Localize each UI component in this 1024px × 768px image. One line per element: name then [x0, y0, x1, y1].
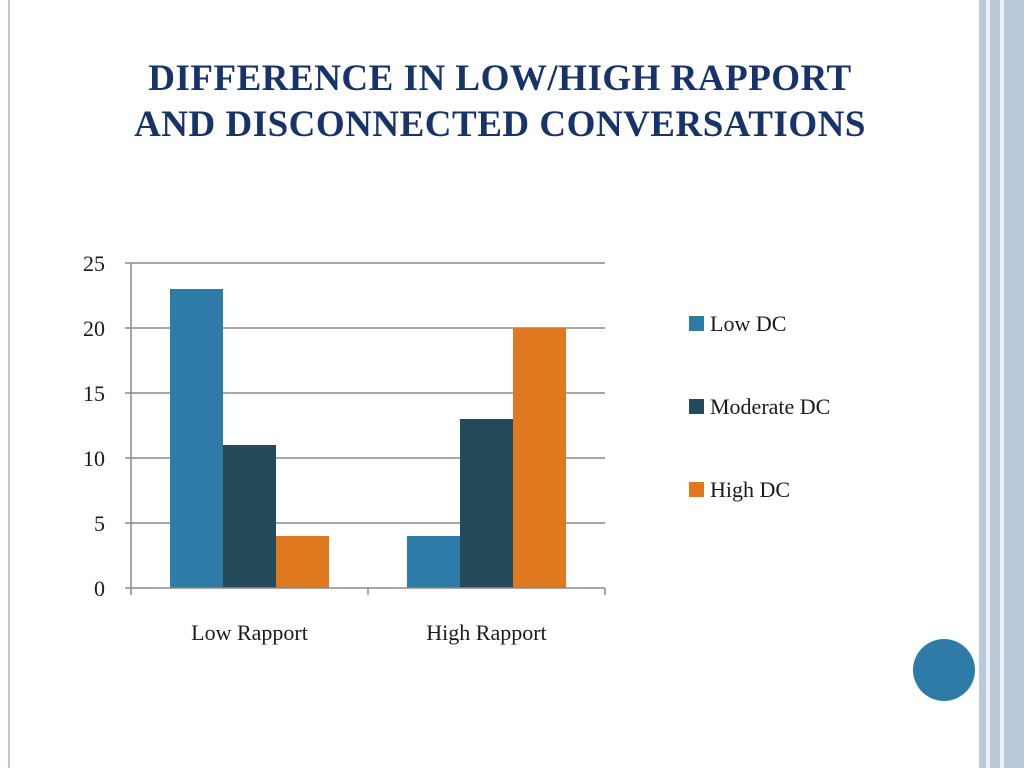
legend-swatch	[689, 316, 704, 331]
axes: 0 5 10 15 20 25 Low Rapport High Rapport	[83, 251, 606, 645]
bars	[170, 289, 566, 588]
bar	[170, 289, 223, 588]
legend-swatch	[689, 399, 704, 414]
y-tick-label: 15	[83, 381, 105, 406]
legend-label: Low DC	[710, 311, 786, 336]
y-tick-label: 0	[94, 576, 105, 601]
y-tick-label: 25	[83, 251, 105, 276]
legend: Low DC Moderate DC High DC	[689, 311, 830, 502]
slide-title-line-2: AND DISCONNECTED CONVERSATIONS	[134, 104, 866, 145]
legend-label: High DC	[710, 477, 790, 502]
legend-label: Moderate DC	[710, 394, 830, 419]
y-tick-label: 5	[94, 511, 105, 536]
bar	[276, 536, 329, 588]
y-tick-label: 10	[83, 446, 105, 471]
decorative-circle	[913, 639, 975, 701]
y-tick-label: 20	[83, 316, 105, 341]
slide-title-line-1: DIFFERENCE IN LOW/HIGH RAPPORT	[148, 58, 852, 99]
right-stripe-decoration	[976, 0, 1024, 768]
x-tick-label: Low Rapport	[191, 620, 308, 645]
bar	[223, 445, 276, 588]
bar	[513, 328, 566, 588]
legend-swatch	[689, 482, 704, 497]
bar	[407, 536, 460, 588]
x-tick-label: High Rapport	[426, 620, 546, 645]
left-border-decoration	[0, 0, 10, 768]
bar	[460, 419, 513, 588]
